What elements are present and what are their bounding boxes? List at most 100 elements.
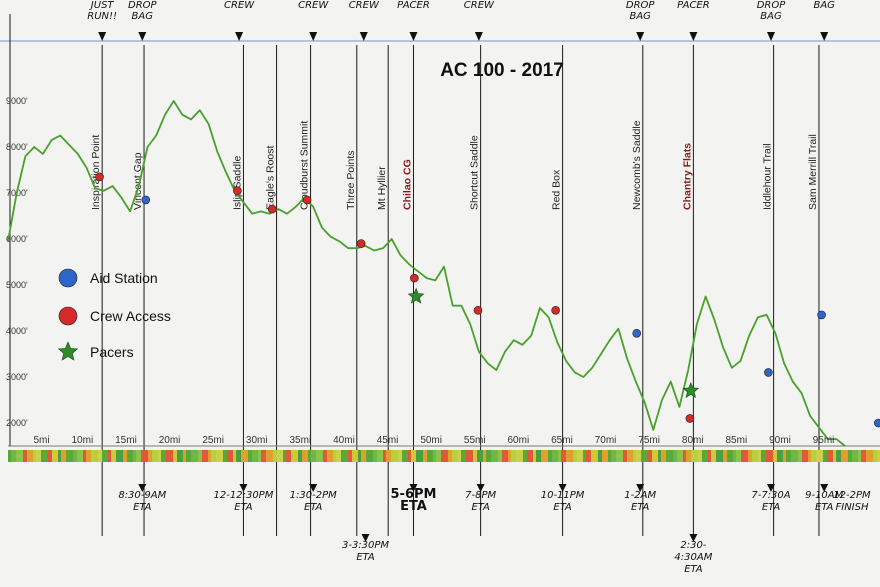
eta-note: 7-8PM	[465, 490, 496, 501]
strip-segment	[761, 450, 766, 462]
bottom-arrowhead	[689, 534, 698, 542]
strip-segment	[777, 450, 783, 462]
crew-access-marker	[551, 305, 560, 315]
bottom-arrowhead	[476, 484, 485, 492]
strip-segment	[208, 450, 211, 462]
strip-segment	[652, 450, 658, 462]
strip-segment	[486, 450, 491, 462]
strip-segment	[583, 450, 586, 462]
strip-segment	[36, 450, 41, 462]
strip-segment	[833, 450, 836, 462]
eta-note: 4:30AM	[674, 552, 712, 563]
station-label: Eagle's Roost	[265, 145, 277, 210]
strip-segment	[658, 450, 661, 462]
station-label: Iddlehour Trail	[762, 143, 774, 210]
strip-segment	[161, 450, 166, 462]
strip-segment	[227, 450, 233, 462]
strip-segment	[458, 450, 461, 462]
strip-segment	[23, 450, 27, 462]
x-tick-label: 45mi	[377, 435, 399, 446]
strip-segment	[677, 450, 683, 462]
aid-station-marker	[632, 328, 642, 338]
strip-segment	[41, 450, 48, 462]
strip-segment	[752, 450, 758, 462]
top-note: CREW	[349, 0, 380, 11]
station-label: Shortcut Saddle	[469, 135, 481, 210]
eta-note: 2:30-	[680, 540, 706, 551]
y-tick-label: 3000'	[6, 372, 28, 382]
strip-segment	[733, 450, 736, 462]
station-label: Inspiration Point	[90, 135, 102, 210]
station-label: Mt Hyllier	[376, 166, 388, 210]
legend-label: Pacers	[90, 344, 134, 360]
strip-segment	[727, 450, 733, 462]
eta-note: ETA	[762, 502, 781, 513]
y-tick-label: 4000'	[6, 326, 28, 336]
strip-segment	[866, 450, 873, 462]
bottom-arrowhead	[767, 484, 775, 492]
strip-segment	[66, 450, 73, 462]
station-label: Newcomb's Saddle	[631, 120, 643, 210]
strip-segment	[552, 450, 558, 462]
strip-segment	[586, 450, 591, 462]
x-tick-label: 30mi	[246, 435, 268, 446]
bottom-arrowhead	[558, 484, 567, 492]
strip-segment	[248, 450, 252, 462]
strip-segment	[766, 450, 773, 462]
strip-segment	[433, 450, 436, 462]
strip-segment	[533, 450, 536, 462]
x-tick-label: 15mi	[115, 435, 137, 446]
strip-segment	[366, 450, 373, 462]
strip-segment	[386, 450, 391, 462]
strip-segment	[236, 450, 241, 462]
top-arrowhead	[474, 32, 483, 41]
strip-segment	[423, 450, 427, 462]
strip-segment	[516, 450, 523, 462]
aid-station-marker	[141, 195, 151, 205]
top-arrowhead	[138, 32, 147, 41]
strip-segment	[73, 450, 77, 462]
bottom-arrowhead	[361, 534, 370, 542]
strip-segment	[402, 450, 408, 462]
strip-segment	[873, 450, 877, 462]
eta-note: ETA	[234, 502, 253, 513]
strip-segment	[683, 450, 686, 462]
strip-segment	[177, 450, 183, 462]
x-tick-label: 5mi	[33, 435, 49, 446]
strip-segment	[316, 450, 323, 462]
x-tick-label: 50mi	[420, 435, 442, 446]
eta-note: 10-11PM	[541, 490, 585, 501]
strip-segment	[611, 450, 616, 462]
strip-segment	[802, 450, 808, 462]
strip-segment	[591, 450, 598, 462]
strip-segment	[11, 450, 16, 462]
strip-segment	[561, 450, 566, 462]
strip-segment	[511, 450, 516, 462]
strip-segment	[211, 450, 216, 462]
strip-segment	[91, 450, 98, 462]
station-label: Chilao CG	[401, 159, 413, 210]
legend-pacer-icon	[57, 341, 79, 361]
strip-segment	[773, 450, 777, 462]
strip-segment	[541, 450, 548, 462]
strip-segment	[183, 450, 186, 462]
x-tick-label: 95mi	[813, 435, 835, 446]
strip-segment	[308, 450, 311, 462]
eta-note: ETA	[684, 564, 703, 575]
y-tick-label: 6000'	[6, 234, 28, 244]
y-tick-label: 2000'	[6, 418, 28, 428]
top-note: DROP	[757, 0, 787, 11]
strip-segment	[716, 450, 723, 462]
strip-segment	[427, 450, 433, 462]
strip-segment	[327, 450, 333, 462]
strip-segment	[291, 450, 298, 462]
eta-note: ETA	[356, 552, 375, 563]
top-arrowhead	[359, 32, 368, 41]
aid-station-marker	[873, 418, 880, 428]
top-arrowhead	[309, 32, 318, 41]
strip-segment	[166, 450, 173, 462]
strip-segment	[827, 450, 833, 462]
strip-segment	[666, 450, 673, 462]
strip-segment	[527, 450, 533, 462]
strip-segment	[336, 450, 341, 462]
